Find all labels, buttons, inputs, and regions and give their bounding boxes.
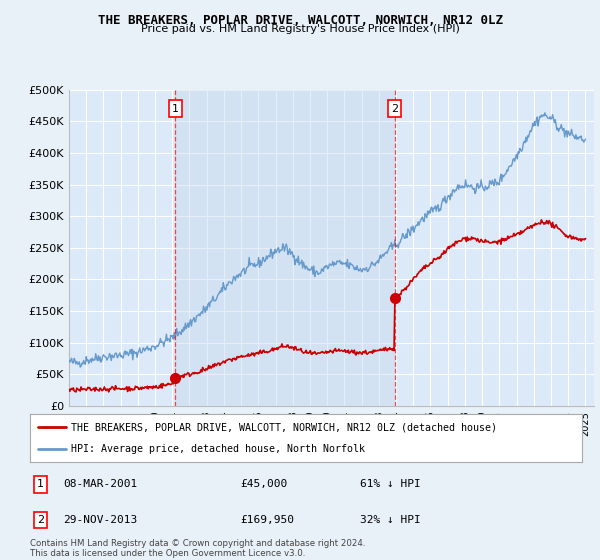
- Text: THE BREAKERS, POPLAR DRIVE, WALCOTT, NORWICH, NR12 0LZ: THE BREAKERS, POPLAR DRIVE, WALCOTT, NOR…: [97, 14, 503, 27]
- Text: 1: 1: [37, 479, 44, 489]
- Text: 1: 1: [172, 104, 179, 114]
- Text: 2: 2: [37, 515, 44, 525]
- Text: 08-MAR-2001: 08-MAR-2001: [63, 479, 137, 489]
- Text: £169,950: £169,950: [240, 515, 294, 525]
- Text: HPI: Average price, detached house, North Norfolk: HPI: Average price, detached house, Nort…: [71, 444, 365, 454]
- Text: 32% ↓ HPI: 32% ↓ HPI: [360, 515, 421, 525]
- Text: THE BREAKERS, POPLAR DRIVE, WALCOTT, NORWICH, NR12 0LZ (detached house): THE BREAKERS, POPLAR DRIVE, WALCOTT, NOR…: [71, 422, 497, 432]
- Text: 29-NOV-2013: 29-NOV-2013: [63, 515, 137, 525]
- Text: 61% ↓ HPI: 61% ↓ HPI: [360, 479, 421, 489]
- Text: Contains HM Land Registry data © Crown copyright and database right 2024.
This d: Contains HM Land Registry data © Crown c…: [30, 539, 365, 558]
- Text: £45,000: £45,000: [240, 479, 287, 489]
- Text: Price paid vs. HM Land Registry's House Price Index (HPI): Price paid vs. HM Land Registry's House …: [140, 24, 460, 34]
- Text: 2: 2: [391, 104, 398, 114]
- Bar: [175, 90, 395, 406]
